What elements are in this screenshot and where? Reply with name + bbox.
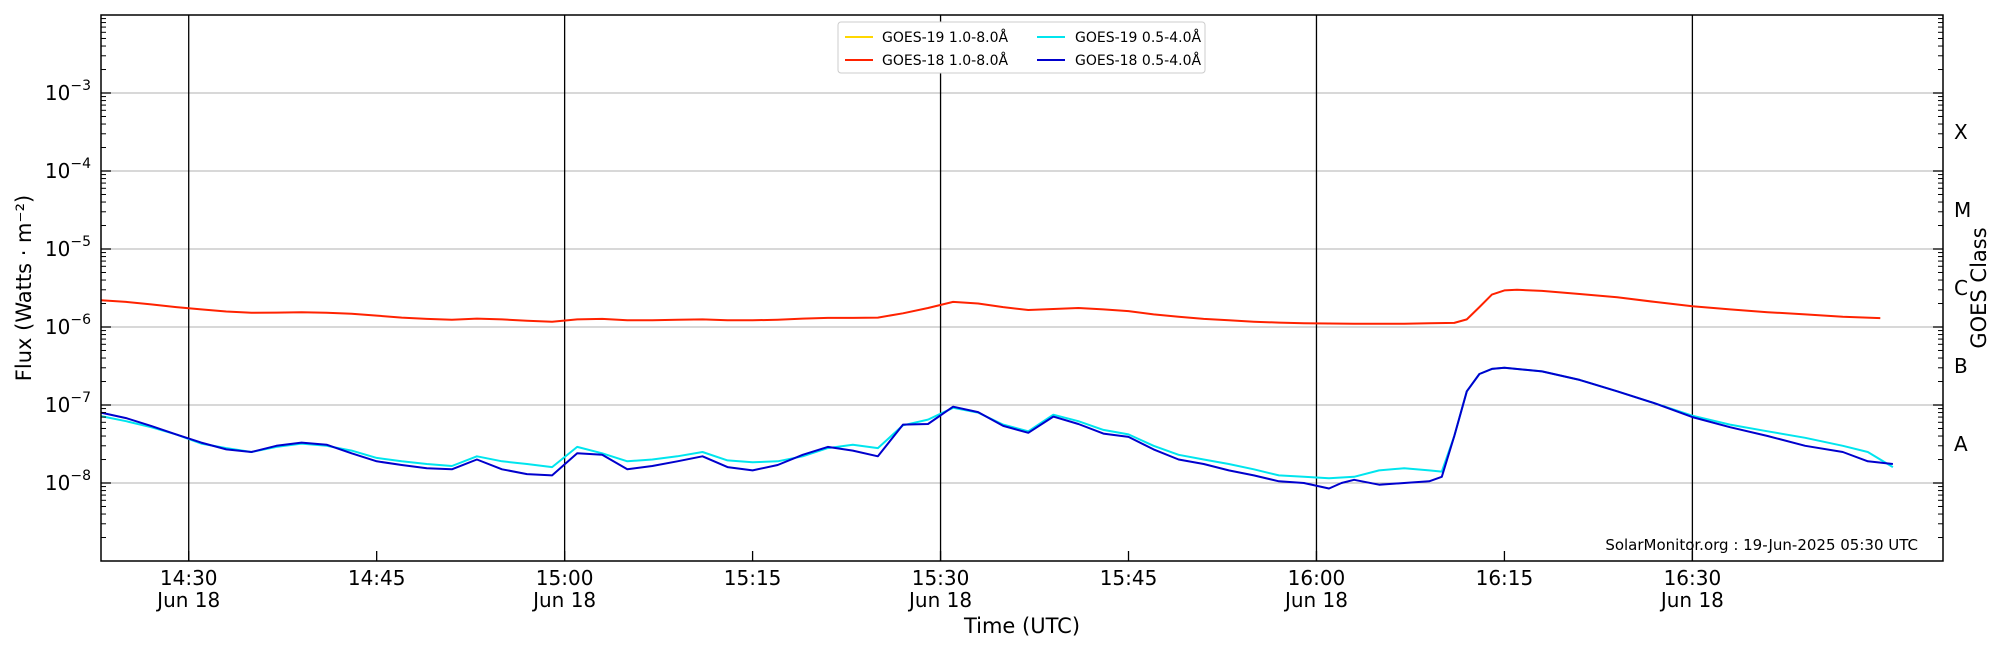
flux-series: [100, 288, 1894, 490]
horizontal-gridlines: [101, 92, 1943, 484]
x-tick-label: 14:45: [348, 566, 406, 590]
y-tick-base: 10: [45, 81, 70, 105]
series-line-goes-18-0-5-4-0: [100, 366, 1894, 490]
y-tick-base: 10: [45, 237, 70, 261]
legend: GOES-19 1.0-8.0Å GOES-19 0.5-4.0Å GOES-1…: [837, 21, 1206, 74]
y-tick-exponent: −5: [70, 234, 91, 250]
legend-label-goes18-long: GOES-18 1.0-8.0Å: [882, 52, 1008, 69]
x-tick-label: 15:00: [536, 566, 594, 590]
plot-frame: [100, 14, 1944, 562]
x-tick-label: 15:30: [912, 566, 970, 590]
y-tick-label: 10−7: [45, 390, 91, 417]
legend-box: [837, 21, 1206, 74]
series-line-goes-18-1-0-8-0: [100, 288, 1881, 325]
y-tick-base: 10: [45, 393, 70, 417]
y2-axis-title: GOES Class: [1967, 227, 1991, 348]
y-tick-label: 10−5: [45, 234, 91, 261]
x-tick-label: 16:30: [1664, 566, 1722, 590]
day-boundary-lines: [188, 15, 1694, 561]
y-tick-label: 10−6: [45, 312, 91, 339]
goes-class-label: C: [1954, 276, 1968, 300]
legend-label-goes18-short: GOES-18 0.5-4.0Å: [1075, 52, 1201, 69]
y-axis-title: Flux (Watts · m⁻²): [12, 195, 36, 381]
y-tick-exponent: −8: [70, 468, 91, 484]
goes-class-label: A: [1954, 432, 1968, 456]
goes-class-labels: A B C M X: [1954, 120, 1971, 456]
y-tick-exponent: −4: [70, 156, 91, 172]
y-tick-label: 10−3: [45, 78, 91, 105]
x-tick-date-label: Jun 18: [1659, 588, 1724, 612]
y-tick-exponent: −6: [70, 312, 91, 328]
legend-label-goes19-short: GOES-19 0.5-4.0Å: [1075, 29, 1201, 46]
y-tick-base: 10: [45, 315, 70, 339]
y-tick-base: 10: [45, 471, 70, 495]
goes-class-label: X: [1954, 120, 1968, 144]
x-tick-label: 15:15: [724, 566, 782, 590]
y-axis-ticks: 10−810−710−610−510−410−3: [45, 18, 1943, 539]
credit-text: SolarMonitor.org : 19-Jun-2025 05:30 UTC: [1605, 536, 1918, 554]
x-tick-date-label: Jun 18: [155, 588, 220, 612]
x-tick-date-label: Jun 18: [1283, 588, 1348, 612]
x-tick-label: 16:15: [1476, 566, 1534, 590]
x-tick-date-label: Jun 18: [531, 588, 596, 612]
x-tick-label: 15:45: [1100, 566, 1158, 590]
y-tick-label: 10−4: [45, 156, 91, 183]
goes-class-label: B: [1954, 354, 1968, 378]
legend-label-goes19-long: GOES-19 1.0-8.0Å: [882, 29, 1008, 46]
x-tick-date-label: Jun 18: [907, 588, 972, 612]
x-tick-label: 16:00: [1288, 566, 1346, 590]
y-tick-exponent: −3: [70, 78, 91, 94]
goes-class-label: M: [1954, 198, 1971, 222]
x-axis-title: Time (UTC): [963, 614, 1080, 638]
x-tick-label: 14:30: [160, 566, 218, 590]
y-tick-label: 10−8: [45, 468, 91, 495]
y-tick-base: 10: [45, 159, 70, 183]
y-tick-exponent: −7: [70, 390, 91, 406]
